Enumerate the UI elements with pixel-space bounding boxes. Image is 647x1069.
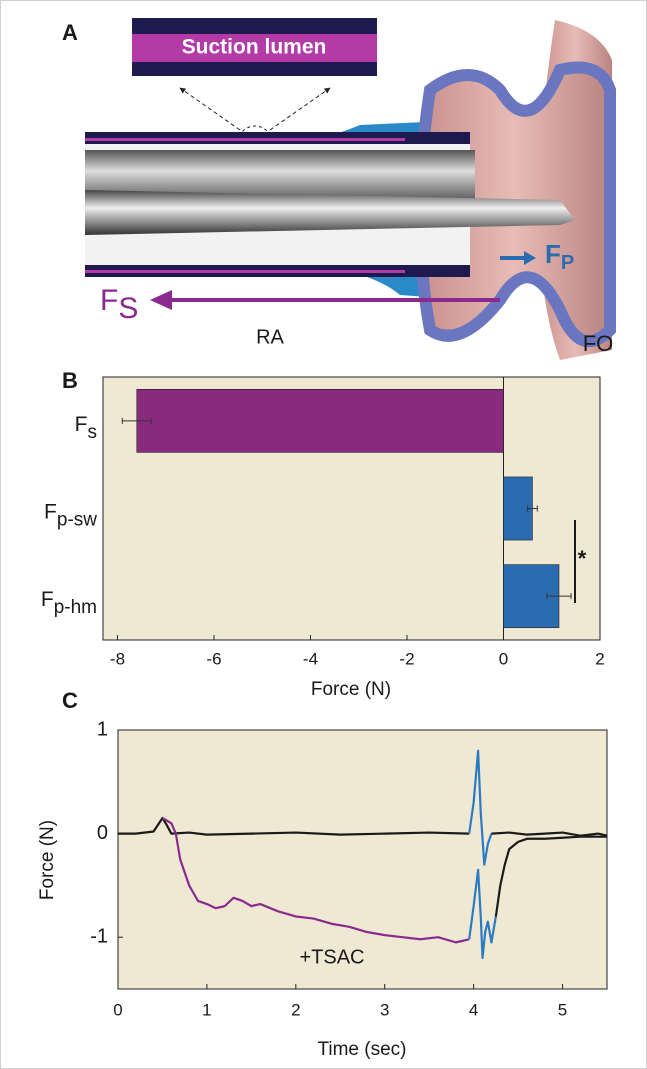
suction-arrowhead	[150, 290, 172, 310]
x-tick-label: -6	[206, 649, 221, 668]
panel-label: B	[62, 368, 78, 393]
inset-band	[132, 34, 377, 62]
x-tick-label: 0	[499, 649, 508, 668]
series-line	[491, 831, 608, 837]
pointer	[179, 87, 241, 131]
series-line	[468, 868, 497, 960]
puncture-force-label: FP	[545, 239, 574, 274]
symbol: F	[100, 284, 118, 317]
error-bar	[121, 417, 152, 424]
needle	[85, 190, 575, 235]
x-tick-label: 0	[113, 1000, 122, 1019]
lumen-top-band	[85, 138, 405, 141]
fo-label: FO	[583, 331, 614, 356]
pointer	[269, 87, 331, 131]
x-tick-label: 4	[469, 1000, 478, 1019]
x-axis-label: Time (sec)	[317, 1039, 406, 1060]
y-tick-label: 1	[97, 718, 108, 740]
series-line	[118, 816, 470, 836]
annotation: +TSAC	[299, 946, 364, 968]
series-line	[161, 817, 470, 944]
x-tick-label: 2	[595, 649, 604, 668]
lumen-bottom-band	[85, 270, 405, 273]
y-tick-label: Fp-hm	[41, 588, 97, 618]
bar	[136, 388, 504, 453]
x-tick-label: 3	[380, 1000, 389, 1019]
puncture-arrowhead	[524, 251, 536, 265]
subscript: S	[118, 292, 138, 325]
symbol: F	[545, 239, 561, 269]
plot: -8 -6 -4 -2 0 2 Fs Fp-sw Fp-hm	[41, 376, 605, 668]
series-line	[494, 835, 607, 917]
x-tick-label: -2	[399, 649, 414, 668]
x-tick-label: -4	[303, 649, 318, 668]
x-tick-label: 1	[202, 1000, 211, 1019]
significance: *	[578, 546, 587, 571]
x-tick-label: 2	[291, 1000, 300, 1019]
plot: 0 1 2 3 4 5 -1 0 1	[90, 718, 608, 1019]
suction-force-label: FS	[100, 284, 138, 325]
y-axis-label: Force (N)	[37, 820, 58, 900]
x-tick-label: -8	[110, 649, 125, 668]
panel-label: C	[62, 688, 78, 713]
panel-label: A	[62, 20, 78, 45]
ra-label: RA	[256, 326, 284, 348]
y-tick-label: Fs	[75, 412, 97, 442]
y-tick-label: 0	[97, 822, 108, 844]
inset-label: Suction lumen	[182, 36, 327, 59]
error-bar	[546, 593, 572, 600]
series-line	[468, 749, 493, 866]
plot-area	[117, 729, 608, 990]
subscript: P	[561, 252, 574, 274]
panel-a: A Suction lumen FS FP RA FO	[62, 18, 616, 360]
y-tick-label: -1	[90, 925, 108, 947]
y-tick-label: Fp-sw	[44, 500, 97, 530]
error-bar	[527, 505, 538, 512]
x-axis-label: Force (N)	[311, 679, 391, 700]
x-tick-label: 5	[558, 1000, 567, 1019]
